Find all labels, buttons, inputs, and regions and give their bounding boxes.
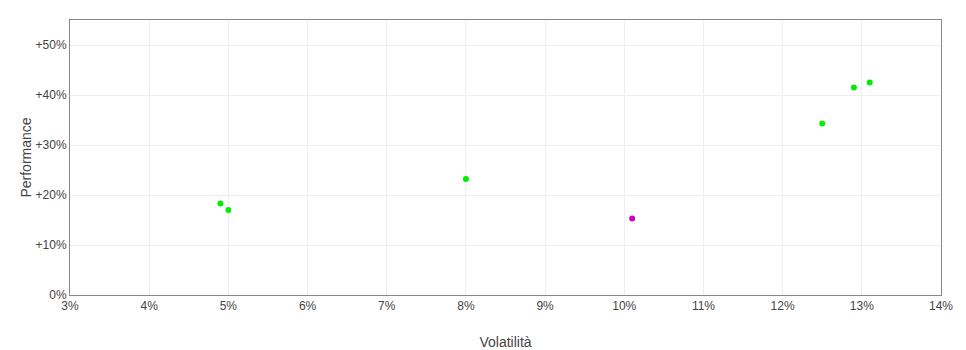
svg-text:13%: 13% (850, 299, 874, 313)
svg-text:0%: 0% (49, 288, 67, 302)
svg-text:Performance: Performance (18, 117, 34, 197)
svg-text:12%: 12% (771, 299, 795, 313)
svg-text:+20%: +20% (36, 188, 67, 202)
svg-text:+30%: +30% (36, 138, 67, 152)
svg-text:+10%: +10% (36, 238, 67, 252)
svg-text:8%: 8% (457, 299, 475, 313)
svg-text:10%: 10% (612, 299, 636, 313)
svg-text:7%: 7% (378, 299, 396, 313)
svg-text:+40%: +40% (36, 88, 67, 102)
svg-text:11%: 11% (692, 299, 715, 313)
svg-text:9%: 9% (536, 299, 554, 313)
svg-text:3%: 3% (61, 299, 79, 313)
svg-text:14%: 14% (929, 299, 953, 313)
svg-text:5%: 5% (220, 299, 238, 313)
svg-text:6%: 6% (299, 299, 317, 313)
svg-text:+50%: +50% (36, 38, 67, 52)
svg-text:Volatilità: Volatilità (479, 334, 531, 350)
svg-text:4%: 4% (141, 299, 159, 313)
